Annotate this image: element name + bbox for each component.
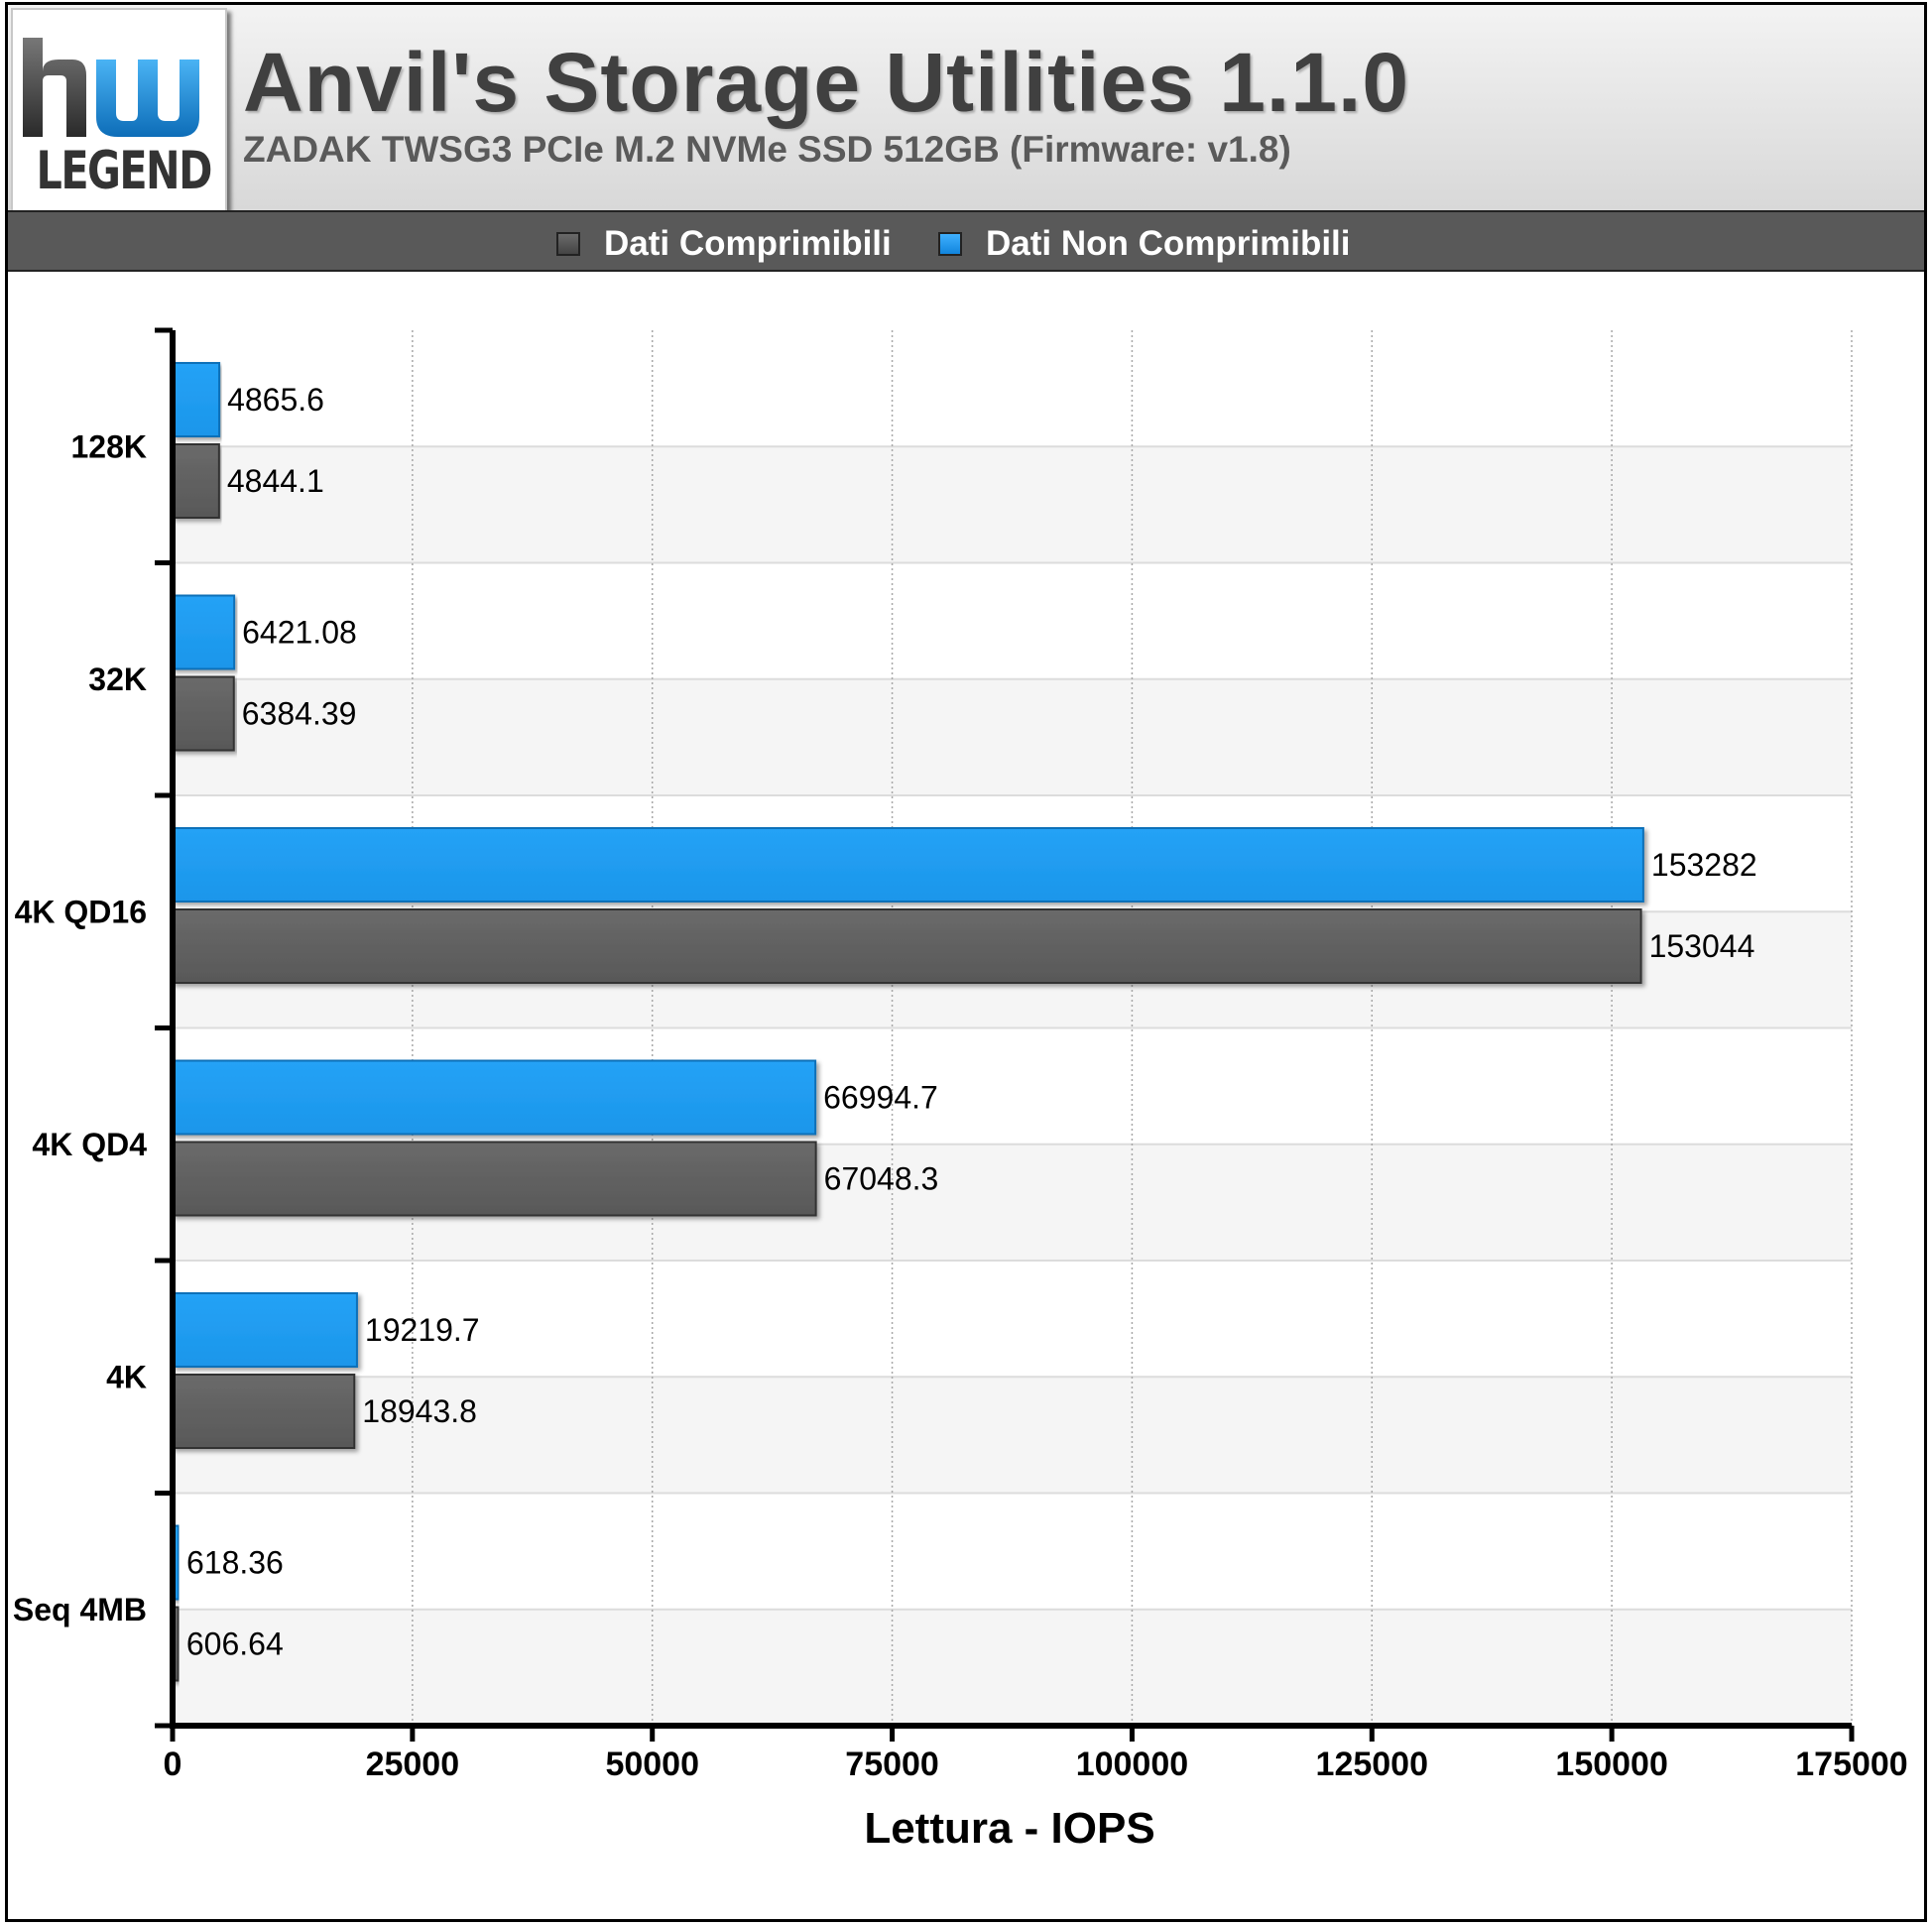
data-label: 4844.1 xyxy=(227,463,324,499)
logo-wordmark: LEGEND xyxy=(36,141,213,201)
y-tick-label: 32K xyxy=(88,662,147,697)
axes: 128K 32K 4K QD16 4K QD4 4K Seq 4MB 0 25000 50000… xyxy=(13,327,1908,1783)
legend: Dati Comprimibili Dati Non Comprimibili xyxy=(8,210,1924,272)
plot-band xyxy=(173,1377,1852,1494)
legend-swatch-incompressible xyxy=(938,232,962,256)
chart-subtitle: ZADAK TWSG3 PCIe M.2 NVMe SSD 512GB (Fir… xyxy=(243,129,1291,170)
data-label: 618.36 xyxy=(186,1545,284,1581)
bar xyxy=(172,1292,358,1368)
y-tick-label: 4K QD4 xyxy=(32,1127,147,1162)
data-label: 67048.3 xyxy=(824,1161,939,1197)
bar xyxy=(172,908,1642,984)
bar xyxy=(172,594,236,670)
bar xyxy=(172,362,221,437)
data-label: 153044 xyxy=(1649,928,1755,964)
x-tick-label: 125000 xyxy=(1316,1746,1428,1783)
x-tick-label: 150000 xyxy=(1555,1746,1667,1783)
x-tick-label: 0 xyxy=(164,1746,182,1783)
data-label: 6384.39 xyxy=(242,696,357,732)
legend-item-compressible: Dati Comprimibili xyxy=(556,224,892,264)
data-label: 6421.08 xyxy=(242,615,357,651)
chart-title: Anvil's Storage Utilities 1.1.0 xyxy=(243,36,1410,129)
legend-item-incompressible: Dati Non Comprimibili xyxy=(938,224,1351,264)
data-label: 4865.6 xyxy=(227,382,324,418)
legend-label-compressible: Dati Comprimibili xyxy=(604,224,892,263)
x-tick-label: 75000 xyxy=(845,1746,939,1783)
bar xyxy=(172,1141,817,1217)
data-label: 606.64 xyxy=(186,1626,284,1662)
legend-swatch-compressible xyxy=(556,232,580,256)
bar xyxy=(172,675,235,752)
x-tick-label: 175000 xyxy=(1795,1746,1907,1783)
x-tick-label: 100000 xyxy=(1076,1746,1188,1783)
y-tick-label: Seq 4MB xyxy=(13,1592,147,1627)
data-label: 66994.7 xyxy=(823,1080,938,1116)
legend-label-incompressible: Dati Non Comprimibili xyxy=(986,224,1351,263)
y-tick-label: 128K xyxy=(71,428,148,464)
chart-header: LEGEND Anvil's Storage Utilities 1.1.0 Z… xyxy=(8,5,1924,222)
plot-band xyxy=(173,1609,1852,1726)
hwlegend-logo-mark xyxy=(23,38,199,137)
data-label: 153282 xyxy=(1651,847,1757,883)
bar xyxy=(172,1059,817,1136)
x-tick-label: 50000 xyxy=(605,1746,699,1783)
y-tick-label: 4K QD16 xyxy=(15,894,147,929)
x-tick-label: 25000 xyxy=(366,1746,460,1783)
bar xyxy=(172,443,220,519)
data-label: 19219.7 xyxy=(365,1312,480,1348)
hwlegend-logo: LEGEND xyxy=(11,8,227,222)
data-label: 18943.8 xyxy=(362,1393,477,1429)
bar xyxy=(172,827,1644,903)
bars: 4865.6 4844.1 6421.08 6384.39 153282 153044 66… xyxy=(172,362,1757,1682)
plot-band xyxy=(173,446,1852,563)
y-tick-label: 4K xyxy=(106,1359,147,1394)
bar xyxy=(172,1374,356,1449)
x-axis-title: Lettura - IOPS xyxy=(864,1804,1154,1853)
plot-band xyxy=(173,678,1852,795)
